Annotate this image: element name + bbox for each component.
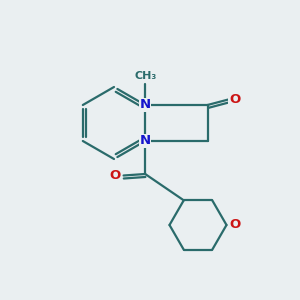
Text: N: N [140, 98, 151, 112]
Text: O: O [110, 169, 121, 182]
Text: O: O [229, 93, 240, 106]
Text: CH₃: CH₃ [134, 70, 156, 81]
Text: O: O [229, 218, 241, 232]
Text: N: N [140, 134, 151, 148]
